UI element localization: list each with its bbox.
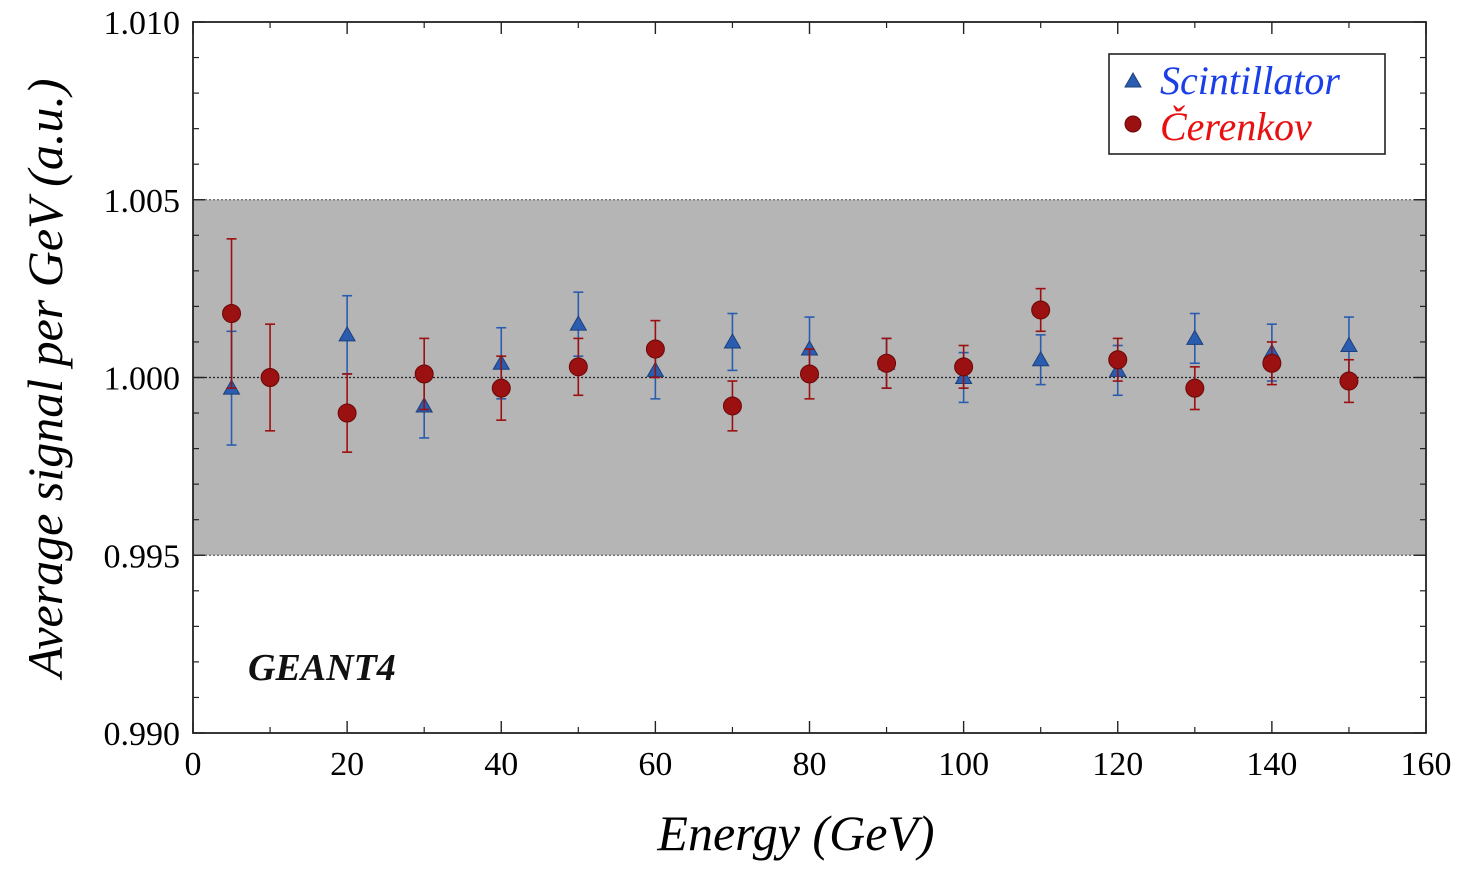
scintillator-point: [1031, 350, 1050, 367]
cerenkov-point: [222, 304, 242, 324]
x-tick-label: 120: [1092, 746, 1143, 783]
cerenkov-point: [722, 396, 742, 416]
x-tick-label: 100: [938, 746, 989, 783]
cerenkov-point: [800, 364, 819, 384]
legend-label-scintillator: Scintillator: [1160, 58, 1340, 103]
legend-box: [1108, 53, 1386, 155]
x-tick-labels: 0 20 40 60 80 100 120 140 160: [185, 746, 1452, 783]
cerenkov-point: [1262, 353, 1282, 373]
scintillator-point: [1340, 336, 1358, 353]
data-points: [222, 238, 1359, 453]
x-axis-label: Energy (GeV): [656, 805, 934, 861]
y-tick-label: 0.990: [104, 716, 181, 753]
legend-circle-icon: [1124, 115, 1142, 133]
cerenkov-point: [260, 368, 280, 387]
y-tick-label: 1.000: [104, 361, 181, 398]
cerenkov-point: [491, 378, 511, 398]
legend-label-cerenkov: Čerenkov: [1160, 104, 1312, 149]
x-tick-label: 80: [793, 746, 827, 783]
scintillator-point: [569, 315, 588, 331]
x-tick-label: 40: [484, 746, 518, 783]
geant4-annotation: GEANT4: [248, 647, 396, 689]
scintillator-point: [338, 325, 356, 342]
axis-ticks: [192, 21, 1427, 734]
cerenkov-point: [954, 357, 974, 377]
plot-frame: [192, 21, 1427, 734]
cerenkov-point: [337, 403, 357, 423]
x-tick-label: 20: [330, 746, 364, 783]
cerenkov-point: [1031, 300, 1051, 320]
scintillator-point: [1185, 329, 1204, 345]
cerenkov-point: [877, 353, 897, 373]
x-tick-label: 0: [185, 746, 202, 783]
y-tick-label: 1.010: [104, 5, 181, 42]
cerenkov-point: [568, 357, 588, 377]
cerenkov-point: [1339, 371, 1359, 391]
legend: Scintillator Čerenkov: [1108, 53, 1386, 155]
cerenkov-point: [414, 364, 434, 384]
x-tick-label: 160: [1401, 746, 1452, 783]
cerenkov-point: [645, 339, 665, 359]
y-tick-labels: 0.990 0.995 1.000 1.005 1.010: [104, 5, 181, 753]
x-tick-label: 140: [1246, 746, 1297, 783]
legend-triangle-icon: [1124, 71, 1142, 88]
scintillator-point: [723, 332, 742, 349]
y-axis-label: Average signal per GeV (a.u.): [17, 79, 73, 681]
cerenkov-point: [1185, 378, 1205, 398]
y-tick-label: 0.995: [104, 538, 181, 575]
x-tick-label: 60: [638, 746, 672, 783]
cerenkov-point: [1108, 350, 1128, 370]
y-tick-label: 1.005: [104, 183, 181, 220]
